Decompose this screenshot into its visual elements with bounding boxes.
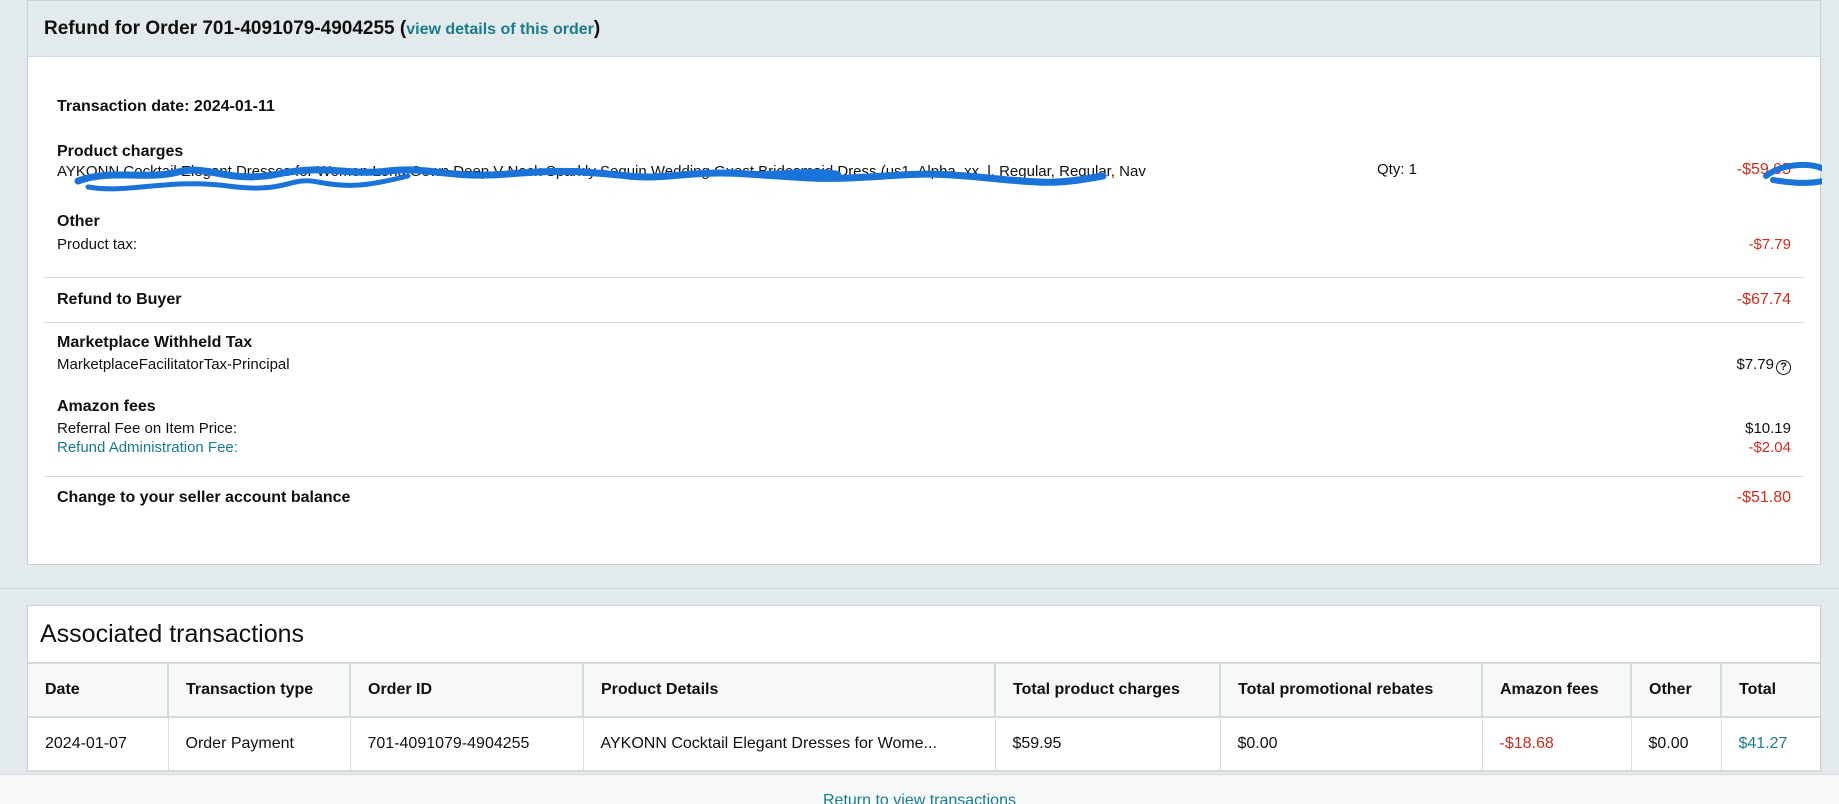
refund-card: Refund for Order 701-4091079-4904255 (vi… [27,0,1822,565]
cell-transaction-type: Order Payment [168,717,351,772]
col-amazon-fees[interactable]: Amazon fees [1482,662,1632,718]
col-total[interactable]: Total [1721,662,1820,718]
table-row: 2024-01-07 Order Payment 701-4091079-490… [28,717,1820,772]
product-qty: Qty: 1 [1377,161,1418,178]
table-header-row: Date Transaction type Order ID Product D… [28,662,1820,718]
other-section: Other Product tax: -$7.79 [44,213,1804,269]
other-label: Other [57,213,100,230]
cell-total-link[interactable]: $41.27 [1721,717,1820,772]
refund-header: Refund for Order 701-4091079-4904255 (vi… [28,1,1820,57]
col-other[interactable]: Other [1631,662,1722,718]
balance-change-label: Change to your seller account balance [57,489,351,506]
product-charges-label: Product charges [57,143,184,160]
balance-change-value: -$51.80 [1736,489,1791,506]
product-tax-label: Product tax: [57,236,138,253]
refund-admin-fee-link[interactable]: Refund Administration Fee: [57,439,238,456]
view-order-details-link[interactable]: view details of this order [406,20,594,38]
cell-date: 2024-01-07 [28,717,169,772]
product-description: AYKONN Cocktail Elegant Dresses for Wome… [57,163,1146,180]
associated-transactions-title: Associated transactions [40,619,305,648]
col-transaction-type[interactable]: Transaction type [168,662,351,718]
cell-product-details: AYKONN Cocktail Elegant Dresses for Wome… [583,717,996,772]
cell-order-id: 701-4091079-4904255 [350,717,584,772]
marketplace-tax-item-label: MarketplaceFacilitatorTax-Principal [57,356,290,373]
col-total-promotional-rebates[interactable]: Total promotional rebates [1220,662,1483,718]
col-date[interactable]: Date [28,662,169,718]
footer-bar: Return to view transactions [0,774,1839,804]
transaction-date: Transaction date: 2024-01-11 [57,98,275,115]
col-product-details[interactable]: Product Details [583,662,996,718]
refund-admin-fee-value: -$2.04 [1748,439,1791,456]
associated-transactions-table: Date Transaction type Order ID Product D… [28,662,1820,772]
product-tax-value: -$7.79 [1748,236,1791,253]
cell-product-charges: $59.95 [995,717,1221,772]
amazon-fees-section: Amazon fees Referral Fee on Item Price: … [44,398,1804,476]
associated-transactions-card: Associated transactions Date Transaction… [27,605,1821,772]
col-order-id[interactable]: Order ID [350,662,584,718]
col-total-product-charges[interactable]: Total product charges [995,662,1221,718]
product-charges-section: Product charges AYKONN Cocktail Elegant … [44,116,1822,213]
marketplace-tax-section: Marketplace Withheld Tax MarketplaceFaci… [44,323,1804,398]
product-amount: -$59.95 [1736,161,1791,178]
cell-promo-rebates: $0.00 [1220,717,1483,772]
cell-amazon-fees: -$18.68 [1482,717,1632,772]
referral-fee-value: $10.19 [1745,420,1791,437]
refund-to-buyer-value: -$67.74 [1736,291,1791,308]
referral-fee-label: Referral Fee on Item Price: [57,420,238,437]
amazon-fees-label: Amazon fees [57,398,156,415]
marketplace-tax-item-value: $7.79 [1736,356,1774,373]
refund-title: Refund for Order 701-4091079-4904255 (vi… [44,17,601,39]
help-icon[interactable]: ? [1776,360,1791,375]
cell-other: $0.00 [1631,717,1722,772]
marketplace-tax-label: Marketplace Withheld Tax [57,334,253,351]
return-to-transactions-link[interactable]: Return to view transactions [823,792,1016,804]
refund-to-buyer-label: Refund to Buyer [57,291,182,308]
